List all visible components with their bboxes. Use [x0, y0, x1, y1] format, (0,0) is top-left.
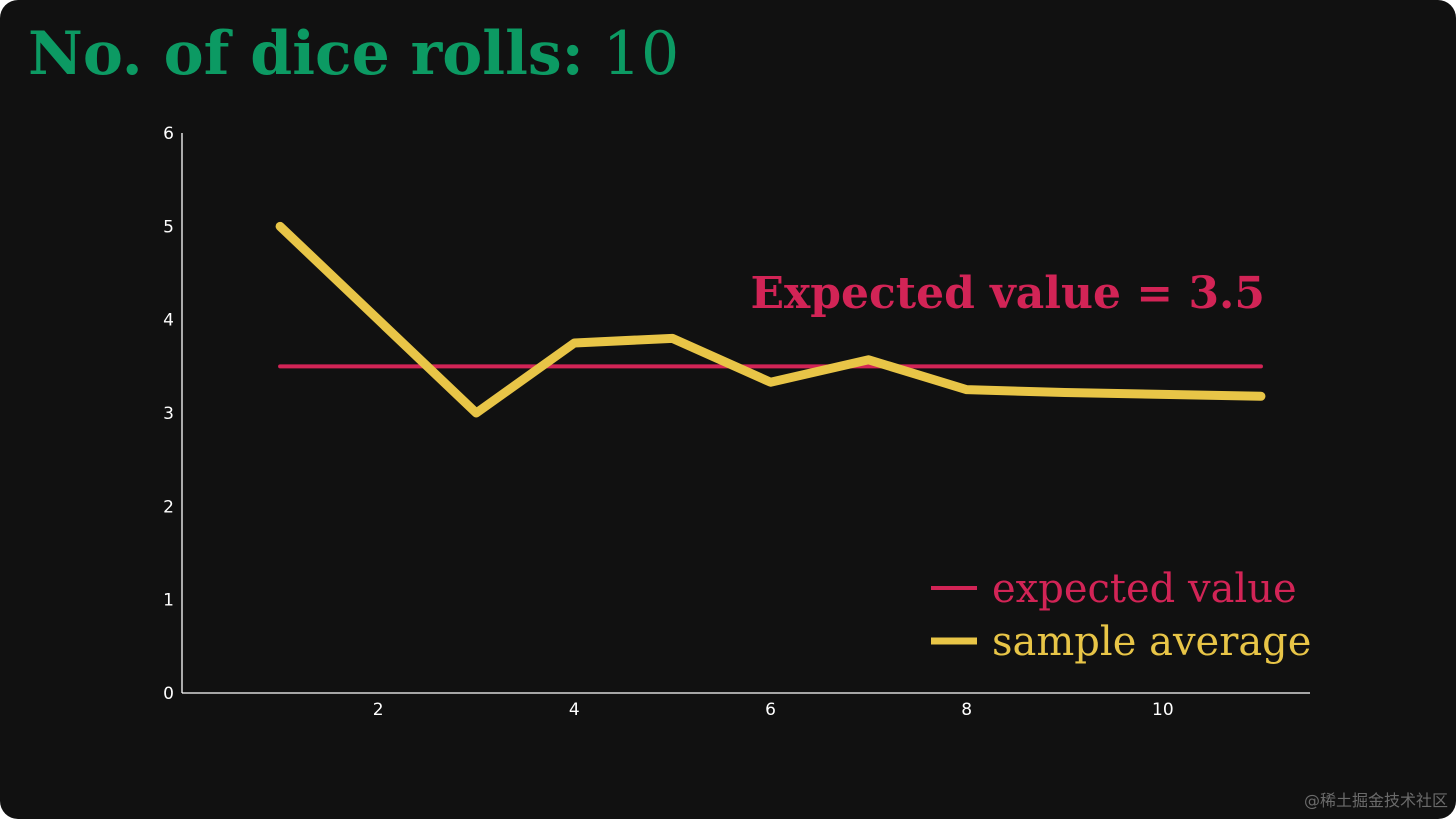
x-tick-label: 4: [569, 700, 580, 720]
y-tick-label: 0: [163, 684, 174, 704]
chart-axes: 0 1 2 3 4 5 6 2 4 6 8 10: [163, 124, 1310, 720]
title-value: 10: [602, 19, 680, 89]
chart-legend: expected value sample average: [931, 566, 1311, 665]
sample-average-line: [275, 221, 1266, 418]
y-tick-label: 4: [163, 311, 174, 331]
expected-value-annotation: Expected value = 3.5: [750, 268, 1265, 319]
y-tick-label: 3: [163, 404, 174, 424]
title-label: No. of dice rolls:: [28, 19, 584, 89]
x-tick-label: 2: [373, 700, 384, 720]
x-tick-label: 6: [765, 700, 776, 720]
chart-series: [275, 221, 1266, 418]
expected-value-legend-label: expected value: [992, 566, 1297, 612]
x-tick-label: 8: [961, 700, 972, 720]
y-tick-label: 1: [163, 591, 174, 611]
page-title: No. of dice rolls: 10: [28, 18, 679, 90]
y-tick-label: 5: [163, 217, 174, 237]
sample-average-legend-label: sample average: [992, 619, 1311, 665]
y-tick-label: 6: [163, 124, 174, 144]
y-tick-label: 2: [163, 497, 174, 517]
x-tick-label: 10: [1152, 700, 1174, 720]
watermark: @稀土掘金技术社区: [1303, 791, 1448, 810]
